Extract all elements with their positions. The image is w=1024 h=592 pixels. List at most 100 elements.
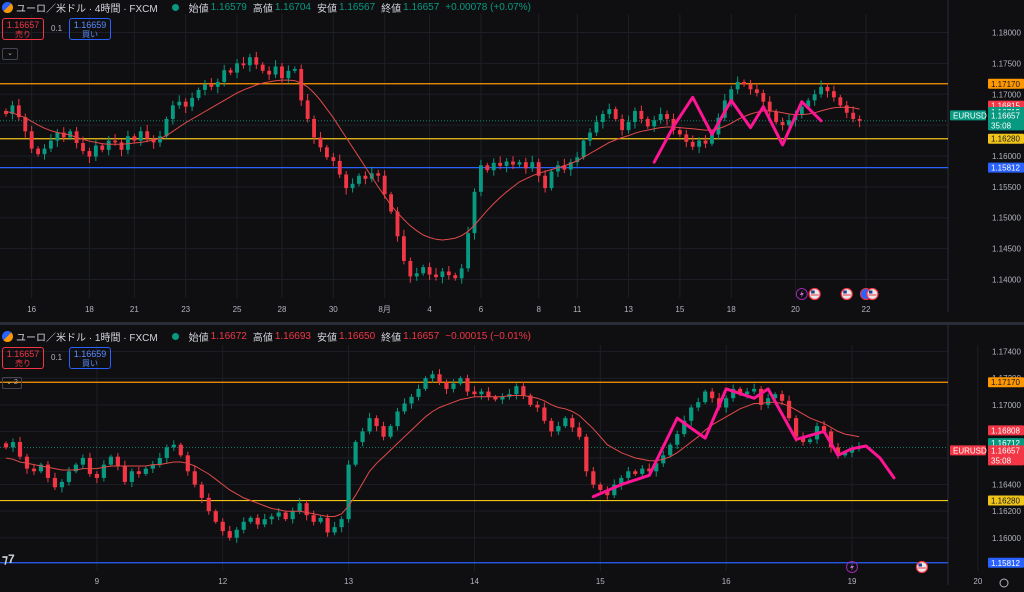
level-price-label: 1.17170 bbox=[991, 80, 1020, 89]
candle-body bbox=[619, 477, 624, 485]
candle-body bbox=[647, 468, 652, 472]
flag-canton bbox=[843, 290, 847, 294]
symbol-title[interactable]: ユーロ／米ドル · 1時間 · FXCM bbox=[16, 332, 158, 344]
level-price-tag bbox=[988, 495, 1024, 506]
y-axis-tick-label: 1.17500 bbox=[992, 59, 1021, 68]
flag-canton bbox=[868, 290, 873, 294]
level-price-tag bbox=[988, 377, 1024, 388]
candle-body bbox=[190, 97, 195, 107]
level-price-label: 1.15812 bbox=[991, 559, 1020, 568]
candle-body bbox=[612, 484, 617, 496]
chart-pane-4h[interactable]: 1.180001.175001.170001.165001.160001.155… bbox=[0, 0, 1024, 322]
candle-body bbox=[812, 94, 817, 101]
candle-body bbox=[374, 418, 379, 427]
price-tag-label: 1.16657 bbox=[991, 111, 1020, 120]
candle-body bbox=[367, 418, 372, 432]
x-axis-tick-label: 25 bbox=[233, 305, 242, 314]
candle-body bbox=[87, 458, 92, 474]
candle-body bbox=[260, 64, 265, 71]
candle-body bbox=[504, 161, 509, 166]
buy-button[interactable]: 1.16659 買い bbox=[69, 347, 111, 369]
candle-body bbox=[577, 427, 582, 437]
sell-button[interactable]: 1.16657 売り bbox=[2, 18, 44, 40]
candle-body bbox=[389, 194, 393, 212]
candlestick-chart-4h[interactable]: 1.180001.175001.170001.165001.160001.155… bbox=[0, 0, 1024, 322]
y-axis-tick-label: 1.14500 bbox=[992, 245, 1021, 254]
candle-body bbox=[640, 468, 645, 474]
candle-body bbox=[521, 386, 526, 396]
candle-body bbox=[199, 484, 204, 498]
candle-body bbox=[466, 233, 471, 269]
settings-icon[interactable] bbox=[999, 578, 1009, 588]
candle-body bbox=[196, 89, 201, 98]
high-value: 1.16704 bbox=[274, 1, 311, 13]
sell-button[interactable]: 1.16657 売り bbox=[2, 347, 44, 369]
y-axis-tick-label: 1.18000 bbox=[992, 29, 1021, 38]
quantity-value[interactable]: 0.1 bbox=[50, 24, 63, 33]
x-axis-tick-label: 19 bbox=[848, 577, 857, 586]
x-axis-tick-label: 6 bbox=[479, 305, 484, 314]
x-axis-tick-label: 20 bbox=[791, 305, 800, 314]
candle-body bbox=[857, 118, 862, 121]
buy-button[interactable]: 1.16659 買い bbox=[69, 18, 111, 40]
x-axis-tick-label: 12 bbox=[218, 577, 227, 586]
candle-body bbox=[292, 68, 297, 71]
candle-body bbox=[42, 148, 47, 155]
candle-body bbox=[752, 388, 757, 392]
pane-separator[interactable] bbox=[0, 322, 1024, 325]
candle-body bbox=[247, 57, 252, 66]
trade-panel: 1.16657 売り 0.1 1.16659 買い bbox=[2, 18, 111, 40]
collapse-indicators-button[interactable]: ⌄ 2 bbox=[2, 377, 22, 389]
x-axis-tick-label: 8 bbox=[536, 305, 541, 314]
chart-pane-1h[interactable]: 1.174001.172001.170001.168001.166001.164… bbox=[0, 325, 1024, 592]
candle-body bbox=[45, 464, 51, 478]
candle-body bbox=[234, 529, 239, 538]
candle-body bbox=[66, 471, 72, 482]
collapse-indicators-button[interactable]: ⌄ bbox=[2, 48, 18, 60]
candle-body bbox=[81, 143, 85, 152]
candle-body bbox=[80, 458, 86, 465]
price-tag bbox=[988, 445, 1024, 466]
candle-body bbox=[851, 112, 856, 119]
candle-body bbox=[444, 382, 449, 389]
candle-body bbox=[150, 464, 155, 469]
candle-body bbox=[598, 484, 603, 490]
candle-body bbox=[119, 142, 124, 150]
quantity-value[interactable]: 0.1 bbox=[50, 353, 63, 362]
candle-body bbox=[584, 436, 589, 472]
candle-body bbox=[570, 418, 575, 428]
candle-body bbox=[108, 456, 113, 465]
change-value: +0.00078 (+0.07%) bbox=[445, 1, 531, 13]
flag-icon bbox=[915, 560, 929, 574]
candle-body bbox=[453, 275, 458, 279]
candle-body bbox=[381, 426, 386, 437]
candlestick-chart-1h[interactable]: 1.174001.172001.170001.168001.166001.164… bbox=[0, 325, 1024, 592]
x-axis-tick-label: 15 bbox=[675, 305, 684, 314]
candle-body bbox=[318, 517, 323, 522]
candle-body bbox=[605, 489, 610, 496]
candle-body bbox=[115, 456, 120, 466]
low-value: 1.16650 bbox=[338, 330, 376, 342]
flag-icon bbox=[866, 287, 879, 301]
market-status-icon bbox=[171, 3, 179, 11]
candle-body bbox=[500, 396, 505, 400]
x-axis-tick-label: 28 bbox=[278, 305, 287, 314]
close-label: 終値 bbox=[381, 3, 402, 15]
candle-body bbox=[101, 464, 106, 478]
candle-body bbox=[556, 426, 561, 432]
candle-body bbox=[126, 136, 130, 150]
symbol-title[interactable]: ユーロ／米ドル · 4時間 · FXCM bbox=[16, 3, 158, 15]
candle-body bbox=[745, 391, 750, 395]
candle-body bbox=[821, 426, 827, 432]
close-label: 終値 bbox=[381, 332, 402, 344]
moving-average-line bbox=[5, 395, 860, 517]
candle-body bbox=[220, 521, 225, 532]
x-axis-tick-label: 14 bbox=[470, 577, 479, 586]
flag-icon bbox=[840, 287, 853, 301]
candle-body bbox=[324, 147, 329, 158]
x-axis-tick-label: 16 bbox=[722, 577, 731, 586]
candle-body bbox=[689, 407, 694, 421]
candle-body bbox=[493, 396, 498, 400]
candle-body bbox=[430, 374, 435, 379]
candle-body bbox=[360, 431, 365, 443]
